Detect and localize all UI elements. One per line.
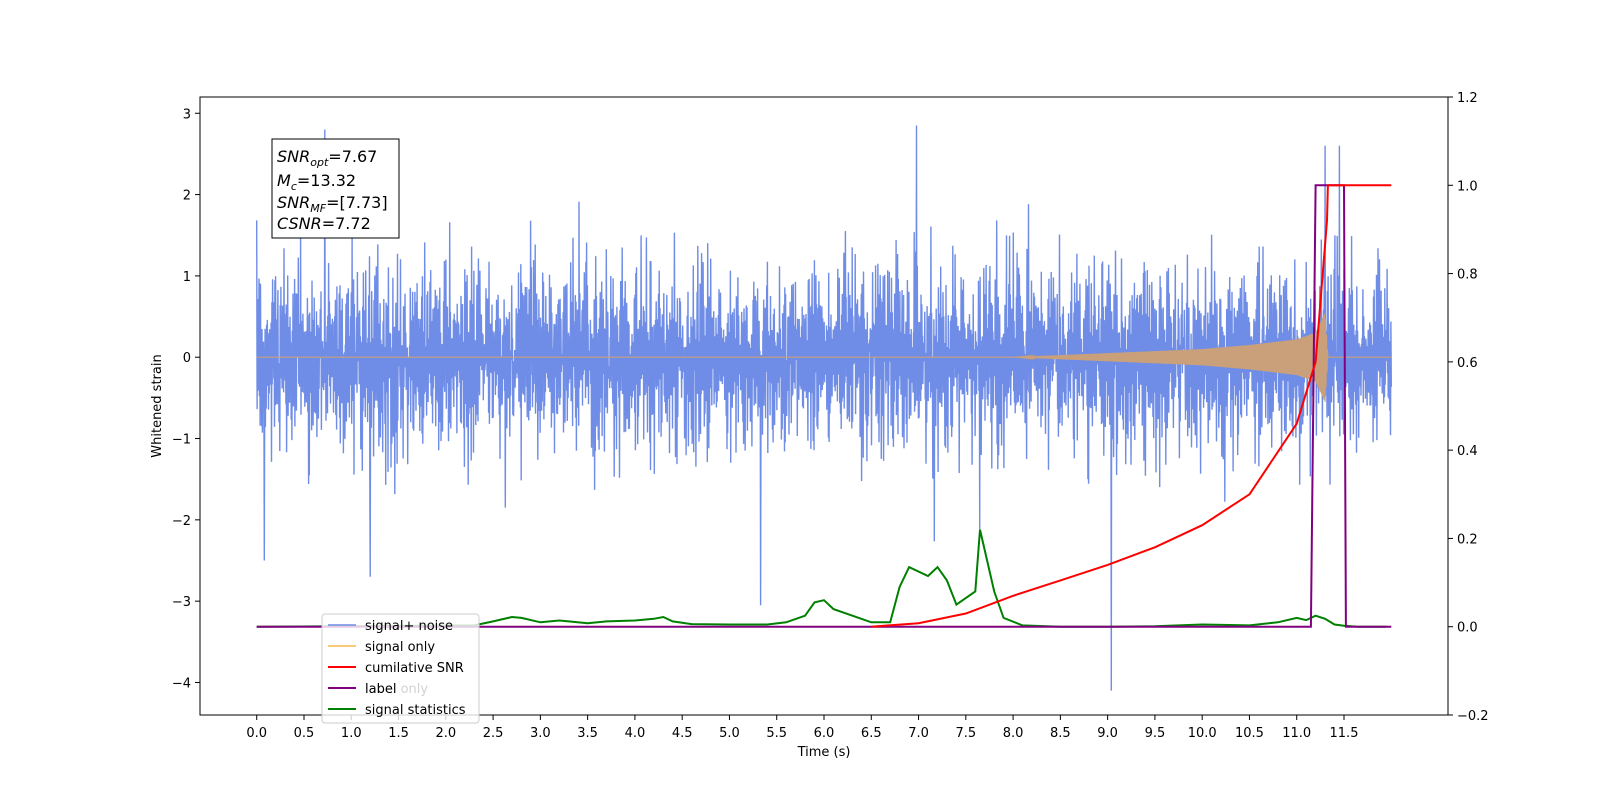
x-axis-label: Time (s) (797, 745, 851, 760)
annotation-box: SNRopt=7.67 Mc=13.32 SNRMF=[7.73] CSNR=7… (271, 138, 400, 239)
x-tick-label: 2.0 (435, 726, 456, 741)
plot-area (256, 125, 1393, 691)
y-left-tick-label: −3 (172, 595, 191, 610)
x-tick-label: 0.0 (246, 726, 267, 741)
x-tick-label: 6.0 (814, 726, 835, 741)
y-right-tick-label: 0.4 (1457, 444, 1478, 459)
y-left-tick-label: −2 (172, 514, 191, 529)
legend-label-signal-statistics: signal statistics (365, 703, 466, 718)
y-right-tick-label: 1.2 (1457, 91, 1478, 106)
x-tick-label: 7.5 (955, 726, 976, 741)
annotation-line-csnr: CSNR=7.72 (277, 214, 371, 233)
y-right-tick-label: 0.8 (1457, 268, 1478, 283)
x-tick-label: 8.0 (1003, 726, 1024, 741)
y-right-tick-label: 0.6 (1457, 356, 1478, 371)
y-right-tick-label: −0.2 (1457, 709, 1489, 724)
x-tick-label: 11.0 (1282, 726, 1311, 741)
series-line-signal-only (256, 313, 1392, 402)
x-tick-label: 1.5 (388, 726, 409, 741)
x-tick-label: 9.0 (1097, 726, 1118, 741)
x-tick-label: 7.0 (908, 726, 929, 741)
x-tick-label: 11.5 (1330, 726, 1359, 741)
x-tick-label: 10.5 (1235, 726, 1264, 741)
x-tick-label: 4.0 (625, 726, 646, 741)
y-right-tick-label: 0.0 (1457, 621, 1478, 636)
y-left-tick-label: 0 (183, 351, 191, 366)
y-left-tick-label: 2 (183, 189, 191, 204)
y-left-tick-label: −1 (172, 433, 191, 448)
x-tick-label: 1.0 (341, 726, 362, 741)
x-tick-label: 3.5 (577, 726, 598, 741)
legend-label-label: label (365, 682, 396, 697)
x-tick-label: 2.5 (483, 726, 504, 741)
x-tick-label: 4.5 (672, 726, 693, 741)
x-tick-label: 8.5 (1050, 726, 1071, 741)
x-tick-label: 10.0 (1188, 726, 1217, 741)
y-axis-right-ticks: 1.2 1.0 0.8 0.6 0.4 0.2 0.0 −0.2 (1448, 91, 1489, 724)
annotation-frame (271, 138, 400, 239)
y-left-tick-label: 1 (183, 270, 191, 285)
x-tick-label: 3.0 (530, 726, 551, 741)
y-left-tick-label: 3 (183, 107, 191, 122)
legend-label-signal-only: signal only (365, 640, 435, 655)
series-line-signal-statistics (256, 529, 1387, 628)
y-right-tick-label: 1.0 (1457, 179, 1478, 194)
x-tick-label: 9.5 (1145, 726, 1166, 741)
annotation-line-snr-opt: SNRopt=7.67 (277, 147, 377, 169)
legend: signal+ noise signal only cumilative SNR… (321, 613, 480, 724)
y-axis-left-ticks: 3 2 1 0 −1 −2 −3 −4 (172, 107, 200, 691)
annotation-line-snr-mf: SNRMF=[7.73] (277, 193, 388, 215)
y-axis-label: Whitened strain (150, 354, 165, 457)
legend-overlap-text: label only (365, 682, 428, 697)
legend-label-cumulative-snr: cumilative SNR (365, 661, 464, 676)
legend-label-signal-noise: signal+ noise (365, 619, 453, 634)
x-tick-label: 5.0 (719, 726, 740, 741)
y-left-tick-label: −4 (172, 676, 191, 691)
annotation-line-chirp-mass: Mc=13.32 (277, 171, 356, 193)
x-axis-ticks: 0.0 0.5 1.0 1.5 2.0 2.5 3.0 3.5 4.0 4.5 5.0 5.5 6.0 6… (246, 715, 1358, 741)
legend-frame (321, 613, 480, 724)
x-tick-label: 6.5 (861, 726, 882, 741)
y-right-tick-label: 0.2 (1457, 532, 1478, 547)
series-line-signal-noise (256, 125, 1393, 691)
x-tick-label: 0.5 (294, 726, 315, 741)
series-line-cumulative-snr (871, 184, 1392, 628)
x-tick-label: 5.5 (766, 726, 787, 741)
